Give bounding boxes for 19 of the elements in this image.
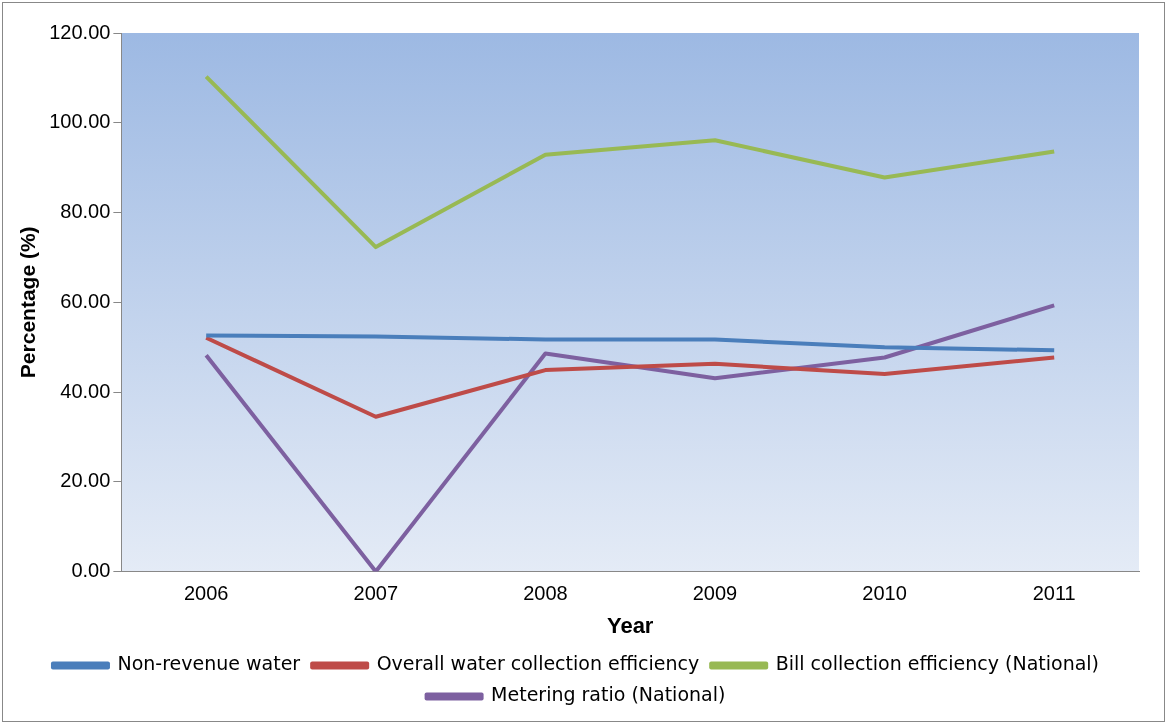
y-tick-label: 40.00 <box>60 379 111 402</box>
x-axis-title: Year <box>606 612 654 638</box>
y-tick-label: 120.00 <box>49 20 111 43</box>
y-axis-title: Percentage (%) <box>16 226 40 379</box>
y-tick-label: 60.00 <box>60 289 111 312</box>
legend-label: Overall water collection efficiency <box>376 652 700 675</box>
y-tick-label: 100.00 <box>49 110 111 133</box>
x-tick-label: 2009 <box>692 582 738 605</box>
legend-label: Non-revenue water <box>117 652 301 675</box>
legend-label: Bill collection efficiency (National) <box>775 652 1100 675</box>
x-tick-label: 2007 <box>353 582 399 605</box>
y-tick-label: 20.00 <box>60 469 111 492</box>
x-tick-label: 2006 <box>183 582 229 605</box>
x-tick-label: 2010 <box>862 582 907 605</box>
legend-label: Metering ratio (National) <box>491 683 726 706</box>
y-tick-label: 0.00 <box>71 559 111 582</box>
y-tick-label: 80.00 <box>60 200 111 223</box>
x-tick-label: 2011 <box>1032 582 1076 605</box>
x-tick-label: 2008 <box>523 582 568 605</box>
